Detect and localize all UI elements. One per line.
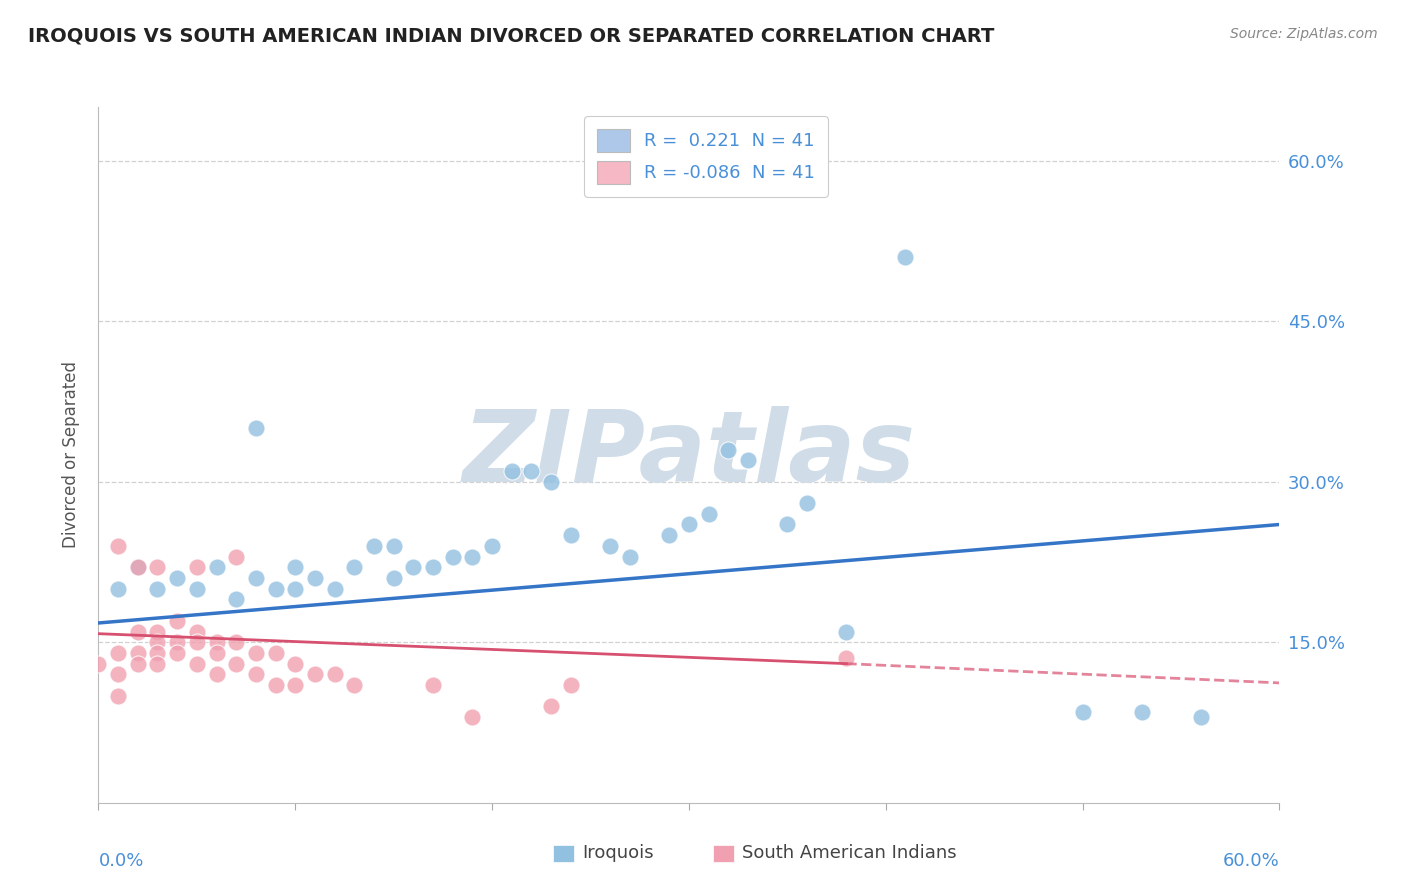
Point [323, 582, 346, 596]
Point [284, 582, 307, 596]
Text: ZIPatlas: ZIPatlas [463, 407, 915, 503]
Point [225, 657, 247, 671]
Point [107, 646, 129, 660]
Point [540, 475, 562, 489]
Point [284, 657, 307, 671]
Point [363, 539, 385, 553]
Text: IROQUOIS VS SOUTH AMERICAN INDIAN DIVORCED OR SEPARATED CORRELATION CHART: IROQUOIS VS SOUTH AMERICAN INDIAN DIVORC… [28, 27, 994, 45]
Point [481, 539, 503, 553]
Point [343, 560, 366, 574]
Point [87, 657, 110, 671]
Point [1071, 705, 1094, 719]
Point [245, 667, 267, 681]
Point [166, 646, 188, 660]
Point [225, 635, 247, 649]
Point [205, 667, 228, 681]
Point [284, 560, 307, 574]
Point [166, 614, 188, 628]
Point [186, 582, 208, 596]
Point [146, 624, 169, 639]
Point [461, 710, 484, 724]
Point [382, 539, 405, 553]
Point [205, 635, 228, 649]
Point [402, 560, 425, 574]
Text: 60.0%: 60.0% [1223, 852, 1279, 870]
Point [225, 549, 247, 564]
Point [186, 657, 208, 671]
Point [146, 582, 169, 596]
Point [1189, 710, 1212, 724]
Point [678, 517, 700, 532]
Point [264, 646, 287, 660]
Point [186, 635, 208, 649]
Point [422, 560, 444, 574]
Point [304, 571, 326, 585]
Point [619, 549, 641, 564]
Point [540, 699, 562, 714]
Point [107, 539, 129, 553]
Point [166, 571, 188, 585]
Point [323, 667, 346, 681]
Legend: R =  0.221  N = 41, R = -0.086  N = 41: R = 0.221 N = 41, R = -0.086 N = 41 [585, 116, 828, 197]
Point [560, 678, 582, 692]
Text: Iroquois: Iroquois [582, 844, 654, 863]
Point [1130, 705, 1153, 719]
FancyBboxPatch shape [553, 845, 575, 862]
Point [245, 571, 267, 585]
Point [658, 528, 681, 542]
Point [186, 624, 208, 639]
Point [127, 624, 149, 639]
Point [697, 507, 720, 521]
FancyBboxPatch shape [713, 845, 734, 862]
Point [107, 667, 129, 681]
Point [717, 442, 740, 457]
Point [461, 549, 484, 564]
Point [264, 678, 287, 692]
Point [245, 421, 267, 435]
Point [894, 250, 917, 264]
Point [146, 646, 169, 660]
Point [343, 678, 366, 692]
Point [127, 657, 149, 671]
Point [127, 646, 149, 660]
Point [225, 592, 247, 607]
Point [146, 657, 169, 671]
Point [382, 571, 405, 585]
Point [127, 560, 149, 574]
Text: Source: ZipAtlas.com: Source: ZipAtlas.com [1230, 27, 1378, 41]
Point [776, 517, 799, 532]
Point [205, 560, 228, 574]
Point [560, 528, 582, 542]
Point [107, 689, 129, 703]
Point [599, 539, 621, 553]
Point [441, 549, 464, 564]
Point [146, 635, 169, 649]
Point [245, 646, 267, 660]
Point [146, 560, 169, 574]
Point [284, 678, 307, 692]
Y-axis label: Divorced or Separated: Divorced or Separated [62, 361, 80, 549]
Point [127, 560, 149, 574]
Point [835, 624, 858, 639]
Text: 0.0%: 0.0% [98, 852, 143, 870]
Point [796, 496, 818, 510]
Point [264, 582, 287, 596]
Point [520, 464, 543, 478]
Point [501, 464, 523, 478]
Point [304, 667, 326, 681]
Text: South American Indians: South American Indians [742, 844, 956, 863]
Point [166, 635, 188, 649]
Point [835, 651, 858, 665]
Point [737, 453, 759, 467]
Point [205, 646, 228, 660]
Point [422, 678, 444, 692]
Point [107, 582, 129, 596]
Point [186, 560, 208, 574]
